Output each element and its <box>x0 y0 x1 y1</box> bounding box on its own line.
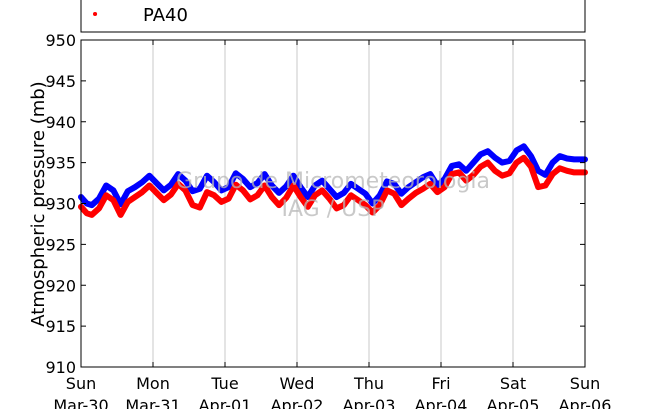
watermark-line: Grupo de Micrometeorologia <box>176 169 490 194</box>
x-tick-label-date: Apr-05 <box>487 396 540 409</box>
y-tick-label: 930 <box>45 195 76 214</box>
x-tick-label-day: Sun <box>66 374 96 393</box>
x-tick-label-day: Tue <box>210 374 238 393</box>
axis-ticks: Sun Mar-30 Mon Mar-31 Tue Apr-01 Wed Apr-02 Thu A… <box>45 31 611 409</box>
x-tick-label-date: Apr-03 <box>343 396 396 409</box>
legend: PA40 <box>80 0 586 33</box>
x-tick-label-day: Wed <box>280 374 315 393</box>
series-line-blue <box>78 143 588 209</box>
x-tick-label-date: Mar-30 <box>53 396 108 409</box>
x-tick-label-date: Apr-04 <box>415 396 468 409</box>
x-tick-label-day: Sun <box>570 374 600 393</box>
y-tick-label: 925 <box>45 235 76 254</box>
legend-box <box>80 0 586 33</box>
y-tick-label: 935 <box>45 154 76 173</box>
y-tick-label: 945 <box>45 72 76 91</box>
watermark-line: IAG / USP <box>282 197 385 222</box>
y-tick-label: 940 <box>45 113 76 132</box>
y-tick-label: 915 <box>45 317 76 336</box>
x-tick-label-date: Mar-31 <box>125 396 180 409</box>
y-axis-title: Atmospheric pressure (mb) <box>28 81 49 326</box>
x-tick-label-day: Sat <box>500 374 526 393</box>
x-tick-label-date: Apr-01 <box>199 396 252 409</box>
x-tick-label-day: Fri <box>431 374 450 393</box>
y-tick-label: 910 <box>45 358 76 377</box>
series-group <box>78 143 588 218</box>
watermark: Grupo de Micrometeorologia IAG / USP <box>176 169 490 222</box>
gridlines <box>152 40 514 367</box>
series-line-pa40 <box>78 154 588 218</box>
x-tick-label-date: Apr-06 <box>559 396 612 409</box>
x-tick-label-date: Apr-02 <box>271 396 324 409</box>
y-tick-label: 920 <box>45 276 76 295</box>
legend-label-pa40: PA40 <box>143 5 188 26</box>
x-tick-label-day: Mon <box>136 374 170 393</box>
x-tick-label-day: Thu <box>353 374 384 393</box>
y-tick-label: 950 <box>45 31 76 50</box>
